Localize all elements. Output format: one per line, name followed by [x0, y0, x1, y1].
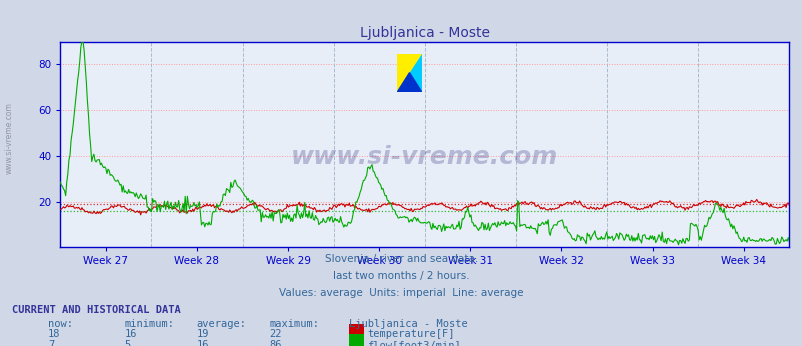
Text: flow[foot3/min]: flow[foot3/min] [367, 340, 460, 346]
Text: www.si-vreme.com: www.si-vreme.com [5, 102, 14, 174]
Text: now:: now: [48, 319, 73, 329]
Text: CURRENT AND HISTORICAL DATA: CURRENT AND HISTORICAL DATA [12, 305, 180, 315]
Text: 16: 16 [124, 329, 137, 339]
Text: 86: 86 [269, 340, 282, 346]
Title: Ljubljanica - Moste: Ljubljanica - Moste [359, 26, 489, 40]
Text: temperature[F]: temperature[F] [367, 329, 454, 339]
Text: 18: 18 [48, 329, 61, 339]
Text: 5: 5 [124, 340, 131, 346]
Polygon shape [397, 54, 421, 92]
Text: maximum:: maximum: [269, 319, 318, 329]
Polygon shape [397, 73, 421, 92]
Text: last two months / 2 hours.: last two months / 2 hours. [333, 271, 469, 281]
Text: 22: 22 [269, 329, 282, 339]
Polygon shape [397, 54, 421, 92]
Text: Slovenia / river and sea data.: Slovenia / river and sea data. [325, 254, 477, 264]
Text: Ljubljanica - Moste: Ljubljanica - Moste [349, 319, 468, 329]
Text: average:: average: [196, 319, 246, 329]
Text: www.si-vreme.com: www.si-vreme.com [291, 145, 557, 169]
Text: 19: 19 [196, 329, 209, 339]
Text: 7: 7 [48, 340, 55, 346]
Text: minimum:: minimum: [124, 319, 174, 329]
Text: Values: average  Units: imperial  Line: average: Values: average Units: imperial Line: av… [279, 288, 523, 298]
Text: 16: 16 [196, 340, 209, 346]
